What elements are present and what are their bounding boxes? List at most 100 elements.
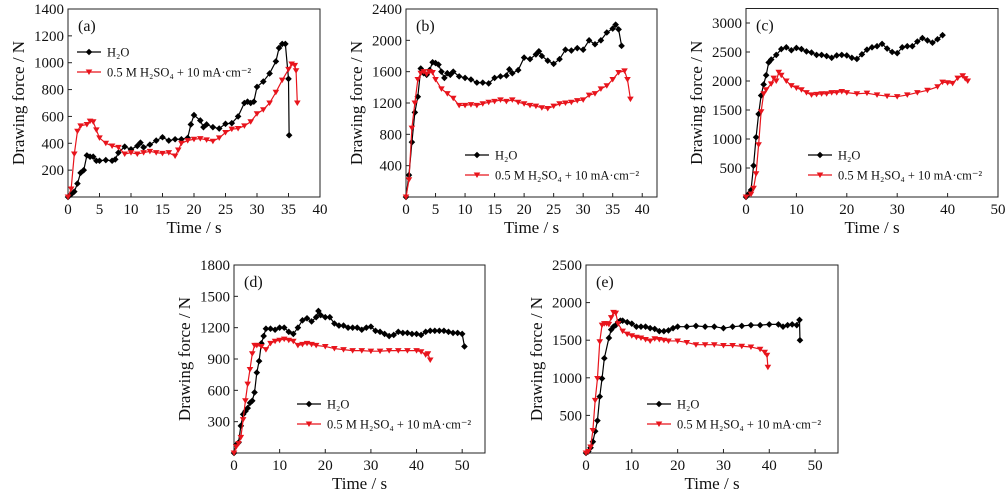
- data-point: [828, 90, 835, 96]
- panel-a: 0 5 10 15 20 25 30 35 40 200 400 600 800 1000 1200 1400…: [9, 2, 328, 237]
- legend-label: H₂O: [107, 46, 129, 60]
- data-point: [248, 397, 256, 405]
- x-tick-label: 20: [670, 458, 685, 474]
- panel-c: 0 10 20 30 40 50 500 1000 1500 2000 2500 3000 Time /…: [687, 8, 1006, 237]
- data-point: [760, 81, 767, 88]
- data-point: [813, 51, 820, 59]
- data-point: [777, 45, 785, 53]
- data-point: [222, 120, 229, 128]
- panel-label: (c): [756, 18, 774, 35]
- plot-frame: [585, 264, 839, 454]
- data-point: [783, 44, 790, 51]
- data-point: [798, 45, 805, 53]
- data-point: [939, 31, 946, 39]
- data-point: [579, 97, 587, 103]
- data-point: [738, 343, 746, 350]
- data-point: [762, 71, 770, 79]
- x-tick-label: 0: [230, 458, 238, 474]
- series-line: [233, 338, 431, 454]
- data-point: [793, 85, 800, 91]
- panel-label: (d): [244, 274, 263, 291]
- x-tick-label: 25: [218, 202, 233, 218]
- data-point: [152, 137, 160, 144]
- legend-marker: [816, 151, 824, 159]
- y-axis-label: Drawing force / N: [175, 297, 194, 421]
- data-point: [585, 92, 593, 99]
- data-point: [556, 101, 563, 107]
- data-point: [914, 90, 921, 96]
- data-point: [720, 324, 727, 332]
- data-point: [752, 133, 760, 141]
- data-point: [111, 156, 119, 163]
- data-point: [692, 342, 700, 348]
- data-point: [102, 140, 110, 147]
- data-point: [843, 52, 851, 59]
- data-point: [417, 349, 425, 355]
- data-point: [765, 321, 773, 328]
- data-point: [863, 90, 871, 97]
- data-point: [591, 397, 599, 404]
- data-point: [619, 328, 626, 335]
- data-point: [573, 98, 581, 104]
- x-axis-label: Time / s: [844, 218, 899, 237]
- data-point: [579, 46, 587, 54]
- data-point: [251, 389, 258, 396]
- y-tick-label: 300: [208, 415, 231, 431]
- data-point: [461, 102, 469, 109]
- data-point: [594, 417, 601, 424]
- data-point: [888, 48, 896, 56]
- x-tick-label: 50: [991, 202, 1006, 218]
- data-point: [454, 329, 461, 337]
- data-point: [750, 185, 757, 192]
- data-point: [411, 109, 419, 116]
- data-point: [755, 142, 762, 148]
- data-point: [253, 83, 261, 91]
- data-point: [235, 441, 242, 447]
- data-point: [290, 338, 297, 345]
- legend-label: 0.5 M H₂SO₄ + 10 mA·cm⁻²: [107, 66, 251, 80]
- y-tick-label: 1800: [200, 258, 230, 274]
- y-tick-label: 600: [42, 109, 65, 125]
- data-point: [853, 55, 861, 63]
- data-point: [833, 90, 841, 96]
- data-point: [934, 84, 941, 90]
- data-point: [258, 343, 265, 350]
- x-tick-label: 20: [318, 458, 333, 474]
- data-point: [340, 322, 347, 329]
- data-point: [532, 103, 540, 110]
- data-point: [197, 136, 204, 142]
- data-point: [701, 342, 709, 348]
- data-point: [394, 328, 402, 336]
- series-h2so4: [64, 61, 301, 200]
- data-point: [247, 119, 254, 125]
- data-point: [828, 54, 835, 62]
- y-tick-label: 2000: [552, 296, 582, 312]
- data-point: [609, 77, 617, 83]
- data-point: [591, 91, 599, 97]
- data-point: [241, 123, 248, 129]
- data-point: [893, 94, 901, 100]
- data-point: [455, 73, 463, 80]
- data-point: [467, 76, 475, 83]
- x-tick-label: 0: [742, 202, 750, 218]
- data-point: [598, 375, 606, 382]
- y-tick-label: 1500: [200, 289, 230, 305]
- data-point: [612, 21, 619, 28]
- data-point: [455, 102, 463, 109]
- y-tick-label: 2400: [372, 2, 402, 18]
- plot-frame: [67, 8, 321, 198]
- data-point: [803, 90, 810, 96]
- data-point: [89, 153, 97, 161]
- data-point: [190, 111, 198, 119]
- data-point: [473, 79, 481, 86]
- data-point: [83, 121, 91, 128]
- panel-label: (a): [78, 18, 96, 35]
- data-point: [538, 105, 546, 111]
- y-tick-label: 600: [208, 383, 231, 399]
- data-point: [843, 90, 851, 96]
- x-axis-label: Time / s: [684, 474, 739, 493]
- x-tick-label: 50: [808, 458, 823, 474]
- data-point: [331, 346, 338, 352]
- data-point: [763, 352, 771, 359]
